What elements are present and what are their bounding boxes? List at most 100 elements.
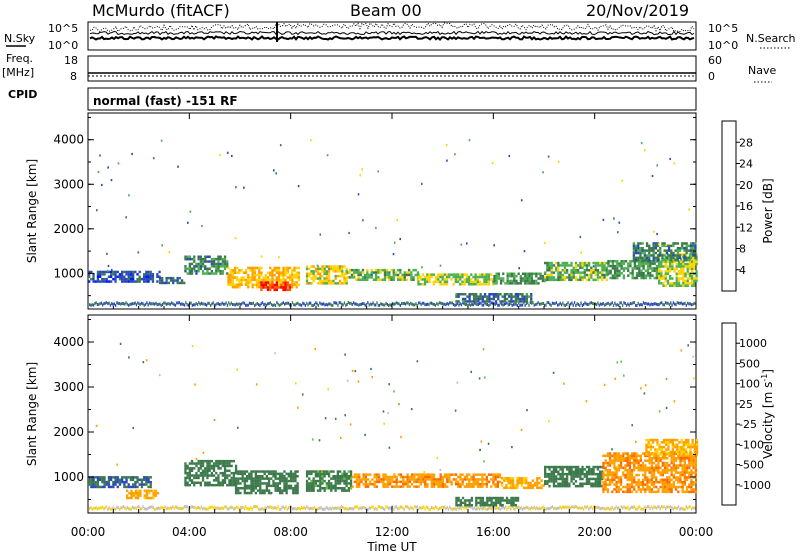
ground-scatter-mark: [451, 507, 453, 511]
ground-scatter-mark: [414, 303, 416, 307]
ground-scatter-mark: [189, 301, 191, 305]
ground-scatter-mark: [202, 507, 204, 511]
scatter-point: [621, 179, 624, 182]
scatter-point: [117, 162, 120, 165]
ground-scatter-mark: [320, 506, 322, 510]
ground-scatter-mark: [577, 506, 580, 510]
scatter-point: [658, 243, 660, 246]
ground-scatter-mark: [312, 304, 314, 307]
ground-scatter-mark: [219, 507, 221, 511]
ground-scatter-mark: [410, 506, 412, 510]
ground-scatter-mark: [239, 506, 242, 509]
echo-region: [88, 270, 161, 283]
ground-scatter-mark: [492, 301, 494, 305]
ground-scatter-mark: [263, 303, 265, 307]
colorbar-tick-label: 1000: [739, 337, 767, 350]
ground-scatter-mark: [176, 505, 178, 509]
ground-scatter-mark: [135, 507, 138, 510]
ground-scatter-mark: [261, 507, 264, 511]
ground-scatter-mark: [378, 505, 381, 509]
ground-scatter-mark: [459, 506, 461, 510]
ground-scatter-mark: [152, 506, 154, 510]
scatter-point: [470, 370, 472, 373]
ground-scatter-mark: [130, 302, 132, 306]
scatter-point: [393, 241, 396, 244]
ground-scatter-mark: [313, 506, 316, 510]
ground-scatter-mark: [278, 507, 281, 511]
scatter-point: [349, 423, 352, 426]
ground-scatter-mark: [479, 302, 481, 305]
ground-scatter-mark: [352, 301, 355, 305]
ground-scatter-mark: [347, 301, 349, 304]
ground-scatter-mark: [411, 302, 413, 306]
ground-scatter-mark: [584, 505, 586, 509]
echo-region: [260, 281, 292, 292]
ground-scatter-mark: [560, 506, 563, 510]
ground-scatter-mark: [212, 506, 214, 510]
ground-scatter-mark: [655, 506, 658, 510]
ground-scatter-mark: [326, 303, 329, 307]
ground-scatter-mark: [666, 301, 668, 305]
ground-scatter-mark: [395, 301, 398, 305]
ground-scatter-mark: [133, 506, 135, 510]
ground-scatter-mark: [122, 302, 125, 306]
ground-scatter-mark: [416, 303, 418, 307]
ground-scatter-mark: [424, 507, 426, 511]
ground-scatter-mark: [649, 303, 651, 307]
ground-scatter-mark: [527, 301, 529, 305]
ground-scatter-mark: [453, 303, 455, 306]
ground-scatter-mark: [204, 302, 206, 306]
ground-scatter-mark: [341, 505, 343, 509]
ground-scatter-mark: [592, 507, 594, 511]
ground-scatter-mark: [519, 506, 521, 510]
scatter-point: [460, 243, 463, 246]
ground-scatter-mark: [620, 301, 622, 305]
ground-scatter-mark: [384, 303, 386, 307]
ground-scatter-mark: [440, 506, 442, 510]
ground-scatter-mark: [659, 301, 661, 305]
ground-scatter-mark: [564, 303, 567, 307]
scatter-point: [371, 376, 373, 379]
ground-scatter-mark: [611, 301, 613, 305]
ground-scatter-mark: [354, 302, 356, 306]
ground-scatter-mark: [399, 505, 401, 509]
scatter-point: [202, 451, 205, 454]
echo-region: [417, 273, 495, 286]
ground-scatter-mark: [498, 303, 500, 307]
ground-scatter-mark: [291, 507, 294, 511]
ground-scatter-mark: [653, 505, 655, 509]
ground-scatter-mark: [657, 303, 659, 307]
scatter-point: [620, 360, 622, 363]
x-tick-label: 12:00: [375, 525, 410, 539]
scatter-point: [454, 409, 457, 412]
ground-scatter-mark: [117, 302, 119, 306]
ground-scatter-mark: [542, 505, 544, 509]
ground-scatter-mark: [408, 303, 411, 307]
ground-scatter-mark: [550, 505, 552, 509]
ground-scatter-mark: [254, 304, 256, 307]
ground-scatter-mark: [550, 303, 552, 307]
ground-scatter-mark: [580, 506, 582, 510]
ground-scatter-mark: [429, 301, 431, 305]
ground-scatter-mark: [531, 301, 533, 305]
ground-scatter-mark: [454, 507, 456, 511]
ground-scatter-mark: [294, 507, 296, 511]
ground-scatter-mark: [272, 506, 274, 510]
ground-scatter-mark: [666, 505, 668, 509]
ground-scatter-mark: [247, 507, 249, 511]
ground-scatter-mark: [495, 301, 498, 305]
y-tick-label: 3000: [53, 380, 84, 394]
ground-scatter-mark: [641, 303, 643, 307]
scatter-point: [145, 359, 148, 362]
ground-scatter-mark: [207, 507, 209, 511]
ground-scatter-mark: [382, 303, 385, 307]
x-tick-label: 20:00: [577, 525, 612, 539]
ground-scatter-mark: [303, 506, 305, 509]
ground-scatter-mark: [642, 507, 645, 511]
ground-scatter-mark: [299, 507, 301, 511]
ground-scatter-mark: [317, 303, 320, 307]
ground-scatter-mark: [164, 505, 166, 509]
nsearch-tick-bottom: 10^0: [708, 39, 738, 52]
ground-scatter-mark: [480, 505, 482, 509]
scatter-point: [132, 426, 134, 430]
